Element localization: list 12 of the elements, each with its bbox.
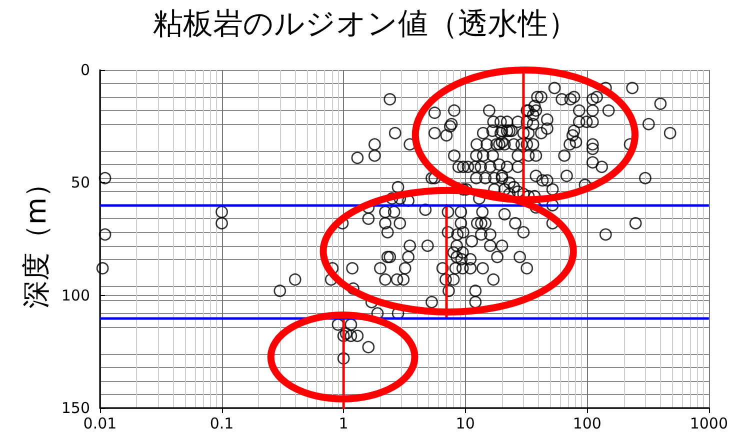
y-tick-label: 150 bbox=[61, 399, 90, 417]
x-tick-label: 100 bbox=[572, 414, 602, 432]
x-tick-label: 0.01 bbox=[83, 414, 117, 432]
y-axis-title: 深度（m） bbox=[20, 169, 52, 309]
x-tick-label: 0.1 bbox=[210, 414, 234, 432]
y-tick-label: 0 bbox=[80, 61, 90, 79]
chart-title: 粘板岩のルジオン値（透水性） bbox=[153, 6, 578, 42]
x-tick-label: 1000 bbox=[690, 414, 728, 432]
x-tick-label: 1 bbox=[338, 414, 348, 432]
y-tick-label: 100 bbox=[61, 286, 90, 304]
x-tick-label: 10 bbox=[456, 414, 475, 432]
y-tick-label: 50 bbox=[70, 174, 90, 192]
